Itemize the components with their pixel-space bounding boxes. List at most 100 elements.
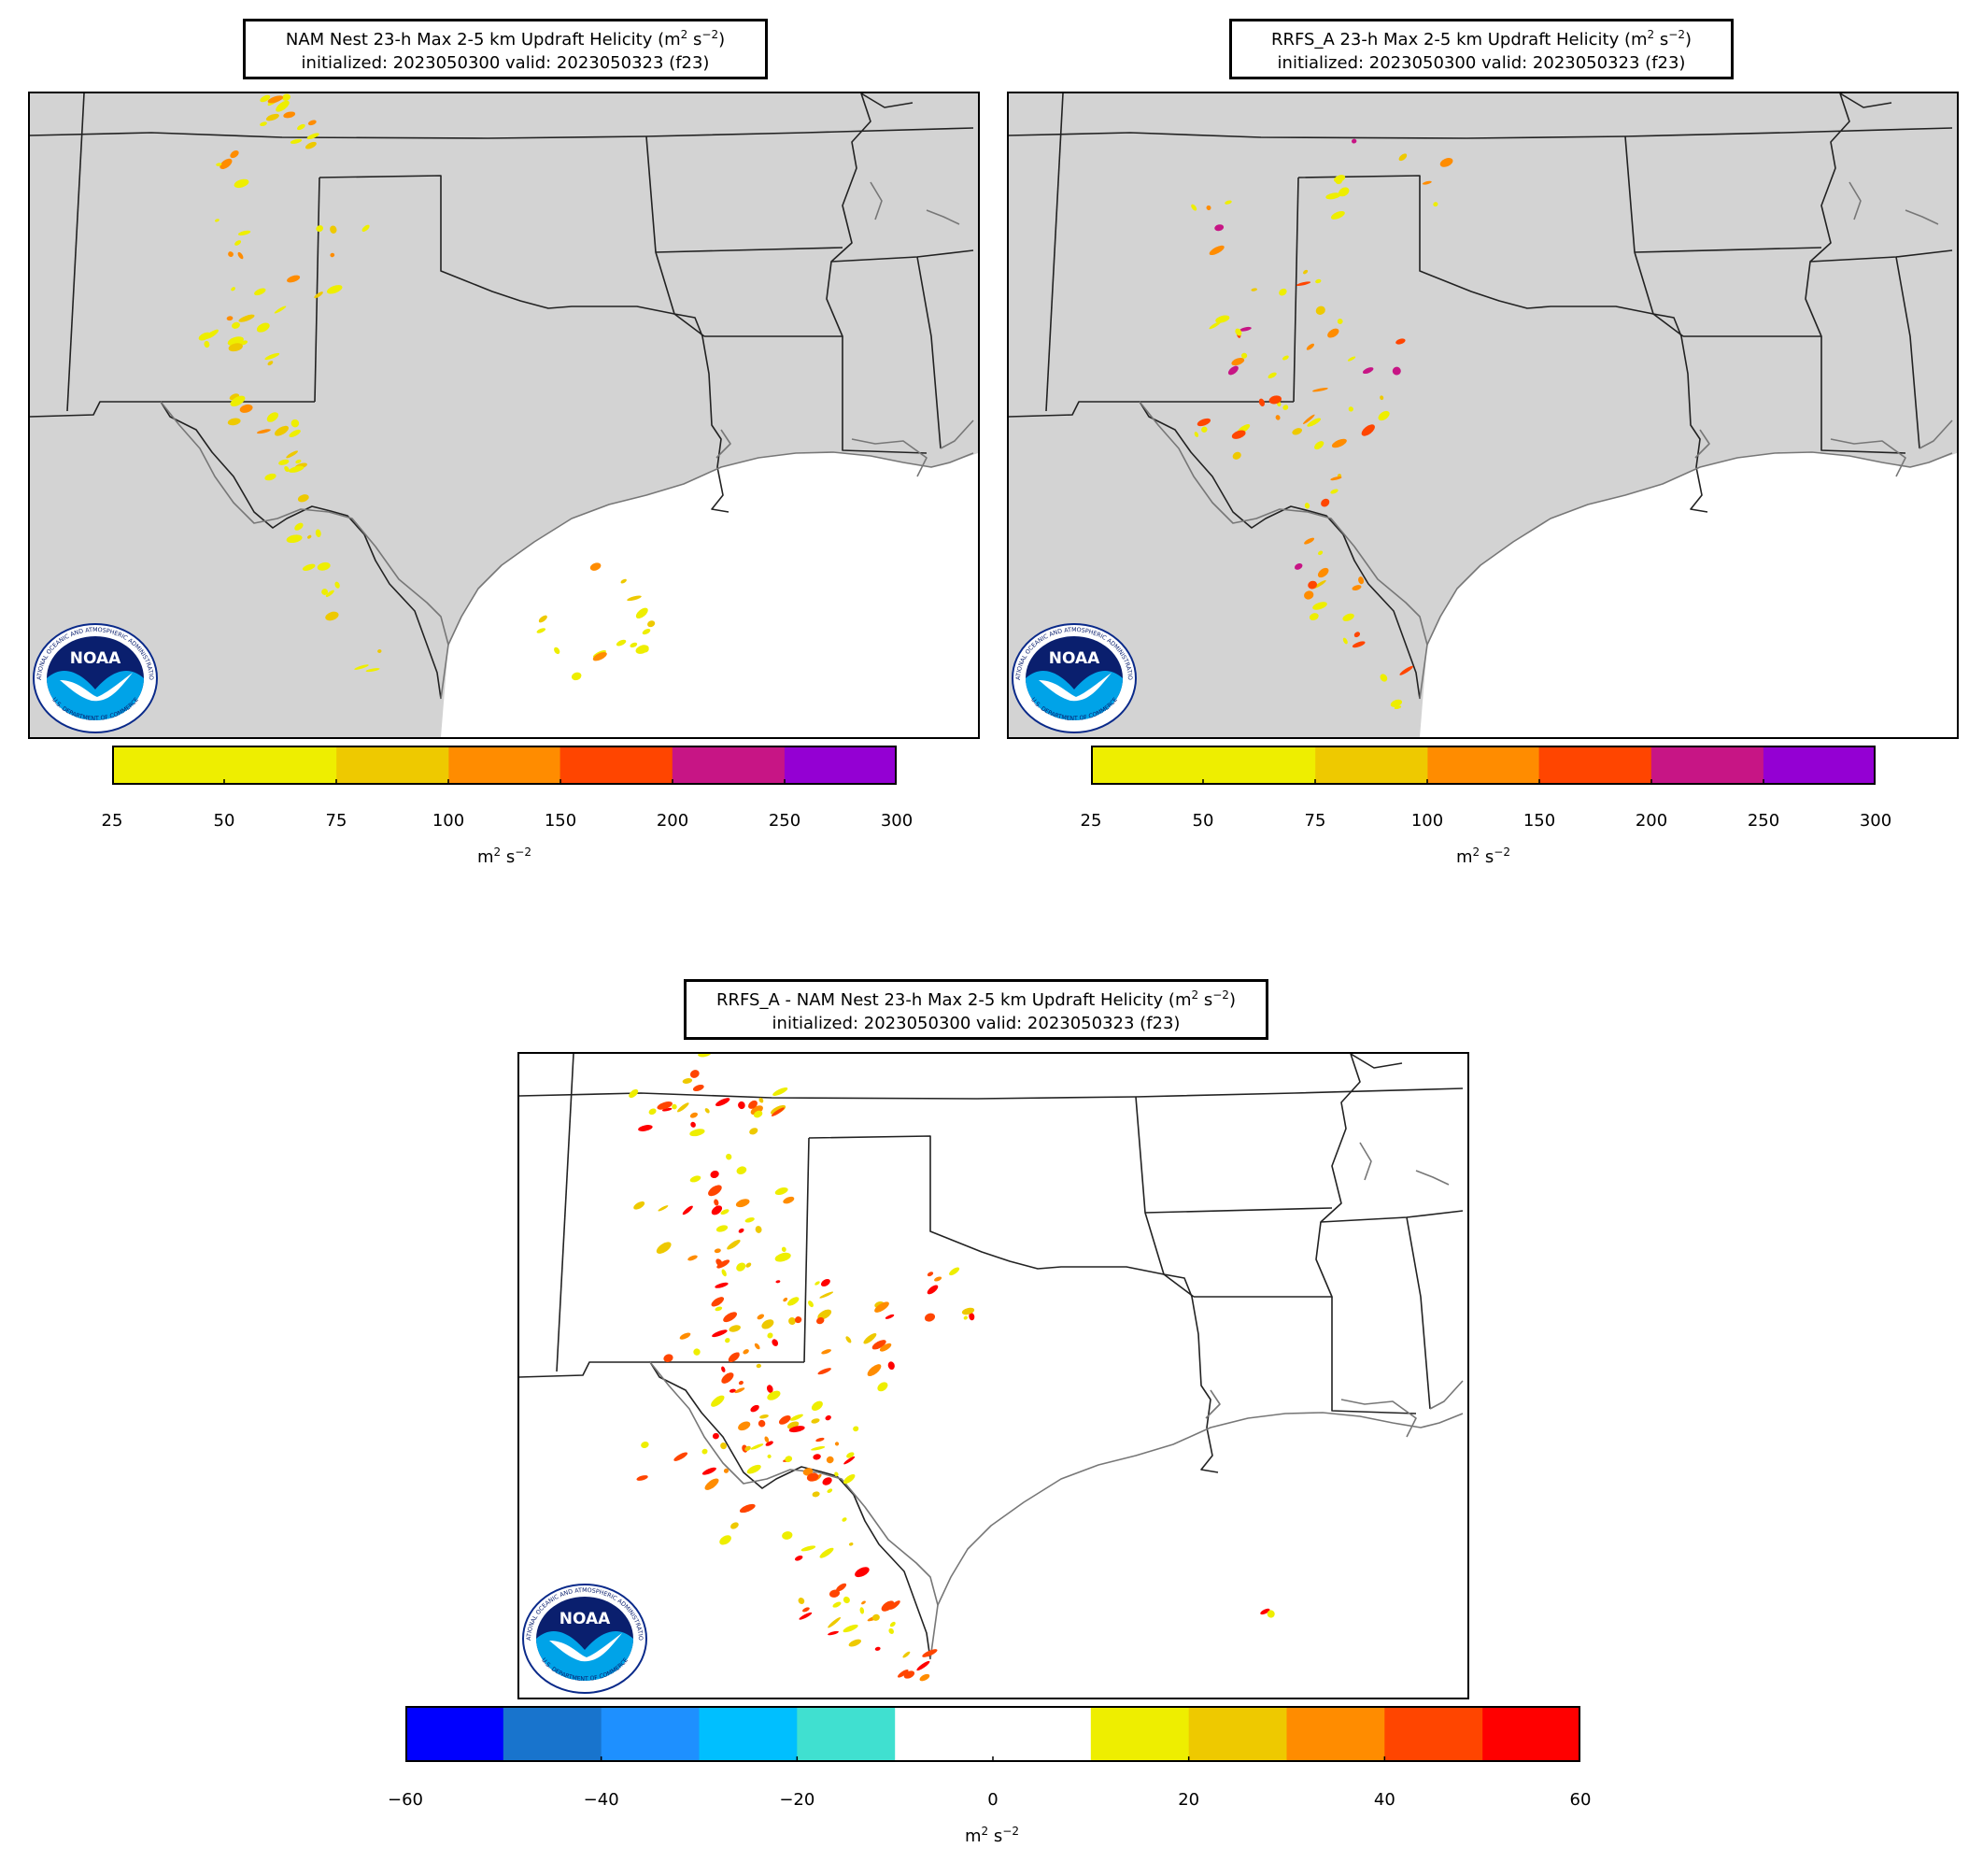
noaa-logo: NOAANATIONAL OCEANIC AND ATMOSPHERIC ADM… xyxy=(30,618,159,738)
helicity-cell xyxy=(677,1102,689,1113)
colorbar-tick-label: 250 xyxy=(768,811,801,831)
helicity-cell xyxy=(220,158,233,170)
panel-title: RRFS_A - NAM Nest 23-h Max 2-5 km Updraf… xyxy=(684,979,1268,1040)
helicity-cell xyxy=(738,1228,744,1233)
helicity-cell xyxy=(759,1414,769,1419)
helicity-cell xyxy=(832,1601,842,1608)
helicity-cell xyxy=(227,418,241,426)
helicity-cell xyxy=(1433,202,1438,207)
helicity-cell xyxy=(874,1646,881,1651)
colorbar-tick-label: 75 xyxy=(1304,811,1326,831)
helicity-cell xyxy=(785,1456,793,1463)
colorbar-segment xyxy=(559,746,673,785)
helicity-cell xyxy=(843,1456,856,1465)
helicity-cell xyxy=(1268,372,1277,378)
helicity-cell xyxy=(855,1567,870,1578)
helicity-cell xyxy=(843,1596,850,1604)
helicity-cell xyxy=(814,1281,820,1286)
helicity-cell xyxy=(720,1443,728,1450)
colorbar-tick-label: 150 xyxy=(544,811,577,831)
helicity-cell xyxy=(889,1600,900,1610)
helicity-cell xyxy=(571,672,582,681)
helicity-cell xyxy=(754,1343,760,1350)
helicity-cell xyxy=(819,1291,834,1299)
helicity-cell xyxy=(836,1583,847,1592)
helicity-cell xyxy=(738,1421,751,1431)
helicity-cell xyxy=(1304,503,1310,509)
helicity-cell xyxy=(215,219,220,222)
helicity-cell xyxy=(1334,175,1346,183)
helicity-cell xyxy=(811,1418,820,1424)
helicity-cell xyxy=(877,1382,888,1392)
helicity-cell xyxy=(1352,585,1362,591)
helicity-cell xyxy=(1231,430,1246,439)
colorbar-frame xyxy=(1091,746,1876,785)
colorbar-segment xyxy=(1090,1706,1190,1762)
helicity-cell xyxy=(879,1343,892,1352)
helicity-cell xyxy=(826,1456,834,1464)
helicity-cell xyxy=(735,1199,750,1208)
helicity-cell xyxy=(846,1452,855,1458)
helicity-cell xyxy=(1380,674,1388,682)
colorbar-segment xyxy=(1203,746,1316,785)
helicity-cell xyxy=(794,1555,803,1561)
helicity-cell xyxy=(1390,699,1403,707)
helicity-cell xyxy=(834,1471,839,1477)
helicity-cell xyxy=(786,1297,800,1306)
helicity-cell xyxy=(1241,352,1248,359)
helicity-cell xyxy=(239,404,253,413)
helicity-cell xyxy=(204,340,210,348)
helicity-cell xyxy=(238,314,255,322)
helicity-cell xyxy=(898,1670,909,1678)
helicity-cell xyxy=(1353,632,1361,638)
helicity-cell xyxy=(969,1313,975,1321)
helicity-cell xyxy=(1392,366,1401,376)
helicity-cell xyxy=(1235,328,1242,336)
helicity-cell xyxy=(758,1097,764,1103)
helicity-cell xyxy=(232,321,240,329)
helicity-cell xyxy=(284,465,290,473)
panel-title: RRFS_A 23-h Max 2-5 km Updraft Helicity … xyxy=(1229,19,1734,79)
helicity-cell xyxy=(812,1491,820,1498)
helicity-cell xyxy=(789,1414,803,1421)
helicity-cell xyxy=(629,1088,639,1099)
helicity-cell xyxy=(633,1201,645,1210)
helicity-cell xyxy=(871,1340,886,1350)
helicity-cell xyxy=(658,1205,669,1212)
helicity-cell xyxy=(302,563,316,571)
helicity-cell xyxy=(848,1639,861,1647)
helicity-cell xyxy=(802,1607,810,1613)
helicity-cell xyxy=(287,275,301,283)
helicity-cell xyxy=(1308,580,1318,590)
helicity-cell xyxy=(834,1442,840,1446)
helicity-cell xyxy=(732,1352,740,1357)
map-difference[interactable] xyxy=(517,1052,1469,1699)
map-rrfs-a[interactable] xyxy=(1007,92,1959,739)
helicity-cell xyxy=(845,1336,852,1343)
helicity-cell xyxy=(739,1503,756,1514)
helicity-cell xyxy=(1231,358,1244,366)
helicity-cell xyxy=(822,1477,832,1485)
helicity-cell xyxy=(961,1307,975,1315)
helicity-cell xyxy=(843,1473,856,1485)
helicity-cell xyxy=(689,1129,705,1137)
map-nam-nest[interactable] xyxy=(28,92,980,739)
helicity-cell xyxy=(663,1354,673,1363)
colorbar-nam xyxy=(111,746,898,785)
helicity-cell xyxy=(1251,288,1257,291)
helicity-cell xyxy=(1318,550,1324,556)
colorbar-segment xyxy=(699,1706,798,1762)
helicity-cell xyxy=(1215,315,1230,323)
helicity-cell xyxy=(1275,415,1281,420)
helicity-cell xyxy=(256,322,270,333)
helicity-cell xyxy=(290,419,300,428)
helicity-cell xyxy=(240,340,248,346)
helicity-cell xyxy=(325,611,339,621)
helicity-cell xyxy=(278,459,290,465)
helicity-cell xyxy=(815,1437,825,1443)
helicity-cell xyxy=(673,1452,688,1461)
helicity-cell xyxy=(1258,398,1265,406)
colorbar-segment xyxy=(601,1706,701,1762)
colorbar-segment xyxy=(1315,746,1428,785)
helicity-cell xyxy=(821,1349,831,1355)
